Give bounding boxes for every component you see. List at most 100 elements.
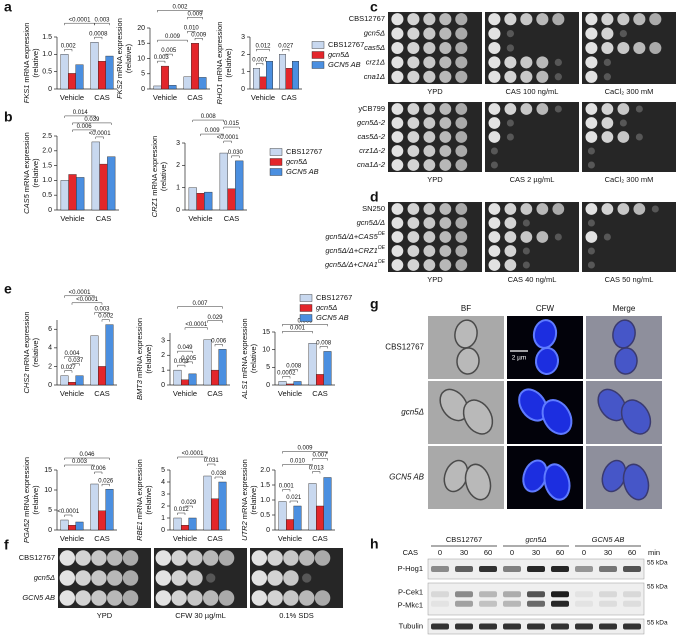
yeast-spot	[585, 27, 598, 40]
significance-bracket	[256, 62, 264, 66]
yeast-spot	[455, 27, 468, 40]
yeast-spot	[423, 117, 436, 129]
legend-label: gcn5Δ	[328, 50, 349, 59]
p-value: 0.049	[177, 345, 193, 351]
yeast-spot	[423, 131, 436, 143]
y-label: mRNA expression	[22, 132, 31, 192]
yeast-spot	[407, 217, 420, 229]
band	[527, 591, 545, 598]
yeast-spot	[423, 217, 436, 229]
cell	[439, 388, 469, 422]
y-tick-label: 1.5	[42, 34, 52, 41]
yeast-spot	[439, 145, 452, 157]
yeast-spot	[522, 261, 530, 269]
band	[551, 600, 569, 607]
p-value: 0.009	[297, 446, 313, 452]
yeast-spot	[506, 29, 515, 38]
condition-label: YPD	[427, 175, 443, 184]
significance-bracket	[164, 53, 173, 57]
yeast-spot	[251, 590, 268, 606]
yeast-spot	[407, 27, 420, 40]
p-value: <0.0001	[182, 451, 205, 457]
yeast-spot	[267, 570, 283, 586]
band	[599, 623, 617, 630]
bar	[90, 42, 99, 90]
band	[551, 566, 569, 572]
column-header: CFW	[536, 304, 555, 313]
yeast-spot	[536, 56, 549, 69]
strain-name: gcn5Δ/Δ+CNA1	[325, 260, 378, 269]
yeast-spot	[504, 203, 517, 215]
p-value: 0.046	[79, 452, 95, 458]
significance-bracket	[157, 10, 203, 13]
significance-bracket	[192, 119, 224, 123]
category-label: CAS	[94, 389, 109, 398]
significance-bracket	[72, 129, 96, 132]
band	[431, 623, 449, 630]
yeast-spot	[407, 203, 420, 215]
bar	[227, 188, 236, 211]
yeast-spot	[439, 245, 452, 257]
category-label: Vehicle	[278, 389, 302, 398]
bar	[60, 180, 69, 211]
yeast-spot	[91, 570, 107, 586]
yeast-spot	[488, 70, 501, 83]
p-value: 0.010	[184, 25, 200, 31]
yeast-spot	[407, 103, 420, 115]
y-axis-unit: (relative)	[144, 485, 153, 515]
condition-label: CAS 100 ng/mL	[506, 87, 559, 96]
band	[623, 600, 641, 607]
y-tick-label: 4	[161, 479, 165, 486]
yeast-spot	[455, 56, 468, 69]
significance-bracket	[157, 39, 188, 43]
significance-bracket	[282, 451, 328, 454]
bar	[323, 477, 332, 531]
significance-bracket	[94, 312, 110, 315]
gene-name: FKS2	[115, 79, 124, 99]
significance-bracket	[207, 320, 223, 323]
yeast-spot	[439, 259, 452, 271]
y-tick-label: 0.5	[42, 69, 52, 76]
bar	[204, 191, 213, 211]
yeast-spot	[439, 217, 452, 229]
significance-bracket	[101, 483, 110, 487]
yeast-spot	[439, 41, 452, 55]
yeast-spot	[407, 56, 420, 69]
condition-label: CaCl₂ 300 mM	[605, 87, 654, 96]
yeast-spot	[649, 41, 662, 55]
p-value: <0.0001	[69, 290, 92, 296]
cell	[454, 319, 478, 349]
bar	[181, 379, 189, 386]
yeast-spot	[423, 145, 436, 157]
yeast-spot	[455, 231, 468, 243]
yeast-spot	[407, 145, 420, 157]
yeast-spot	[59, 570, 76, 586]
plate	[485, 102, 579, 172]
yeast-spot	[122, 550, 139, 566]
group-label: gcn5Δ	[525, 535, 546, 544]
p-value: 0.003	[72, 459, 88, 465]
yeast-spot	[488, 217, 501, 229]
legend-swatch	[299, 304, 313, 312]
significance-bracket	[177, 512, 186, 515]
yeast-spot	[585, 56, 598, 69]
category-label: Vehicle	[188, 214, 212, 223]
yeast-spot	[585, 117, 598, 129]
yeast-spot	[587, 247, 595, 255]
y-tick-label: 0	[48, 207, 52, 214]
yeast-spot	[391, 159, 404, 171]
yeast-spot	[391, 145, 404, 157]
y-tick-label: 2	[161, 352, 165, 359]
bar	[107, 156, 116, 211]
significance-bracket	[64, 464, 95, 467]
yeast-spot	[455, 131, 468, 143]
legend-label: GCN5 AB	[286, 167, 319, 176]
gene-name: CRZ1	[150, 198, 159, 218]
y-label: mRNA expression	[22, 311, 31, 371]
significance-bracket	[94, 471, 103, 474]
panel-label: f	[4, 537, 9, 553]
yeast-spot	[455, 70, 468, 83]
y-axis-unit: (relative)	[159, 161, 168, 191]
yeast-spot	[504, 70, 517, 83]
gene-name: CAS5	[22, 193, 31, 213]
